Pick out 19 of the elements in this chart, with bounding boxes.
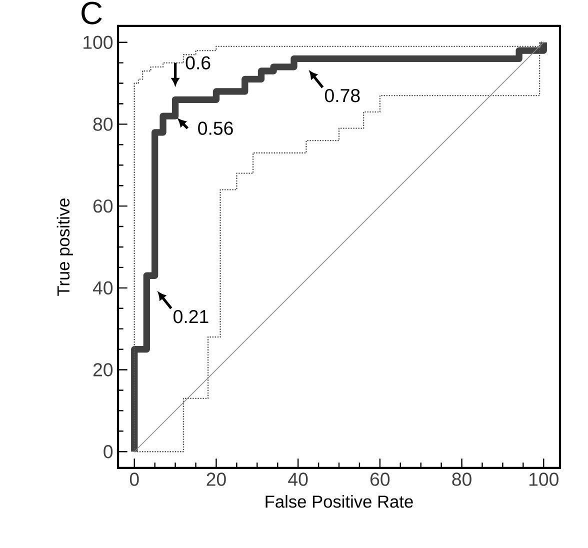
x-axis-title: False Positive Rate [266,495,413,508]
x-tick-label: 0 [130,472,139,486]
y-tick-label: 20 [93,363,113,376]
y-axis-title: True positive [56,198,73,296]
x-tick-label: 60 [370,472,390,486]
y-tick-label: 60 [93,199,113,213]
y-tick-label: 100 [84,36,113,49]
x-tick-label: 20 [206,472,226,486]
x-tick-label: 100 [529,472,558,486]
annotation: 0.56 [198,122,233,135]
annotation: 0.6 [186,56,210,70]
y-tick-label: 40 [92,281,113,295]
annotation: 0.78 [324,88,360,102]
y-tick-label: 0 [104,444,113,458]
x-tick-label: 40 [288,472,308,486]
y-tick-label: 80 [93,118,113,131]
annotation: 0.21 [174,310,208,324]
x-tick-label: 80 [452,472,472,486]
chart-title: C [82,2,102,24]
